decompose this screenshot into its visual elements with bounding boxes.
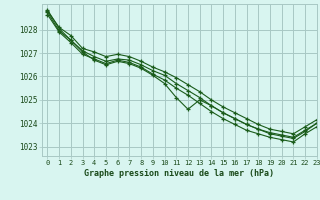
X-axis label: Graphe pression niveau de la mer (hPa): Graphe pression niveau de la mer (hPa) [84, 169, 274, 178]
